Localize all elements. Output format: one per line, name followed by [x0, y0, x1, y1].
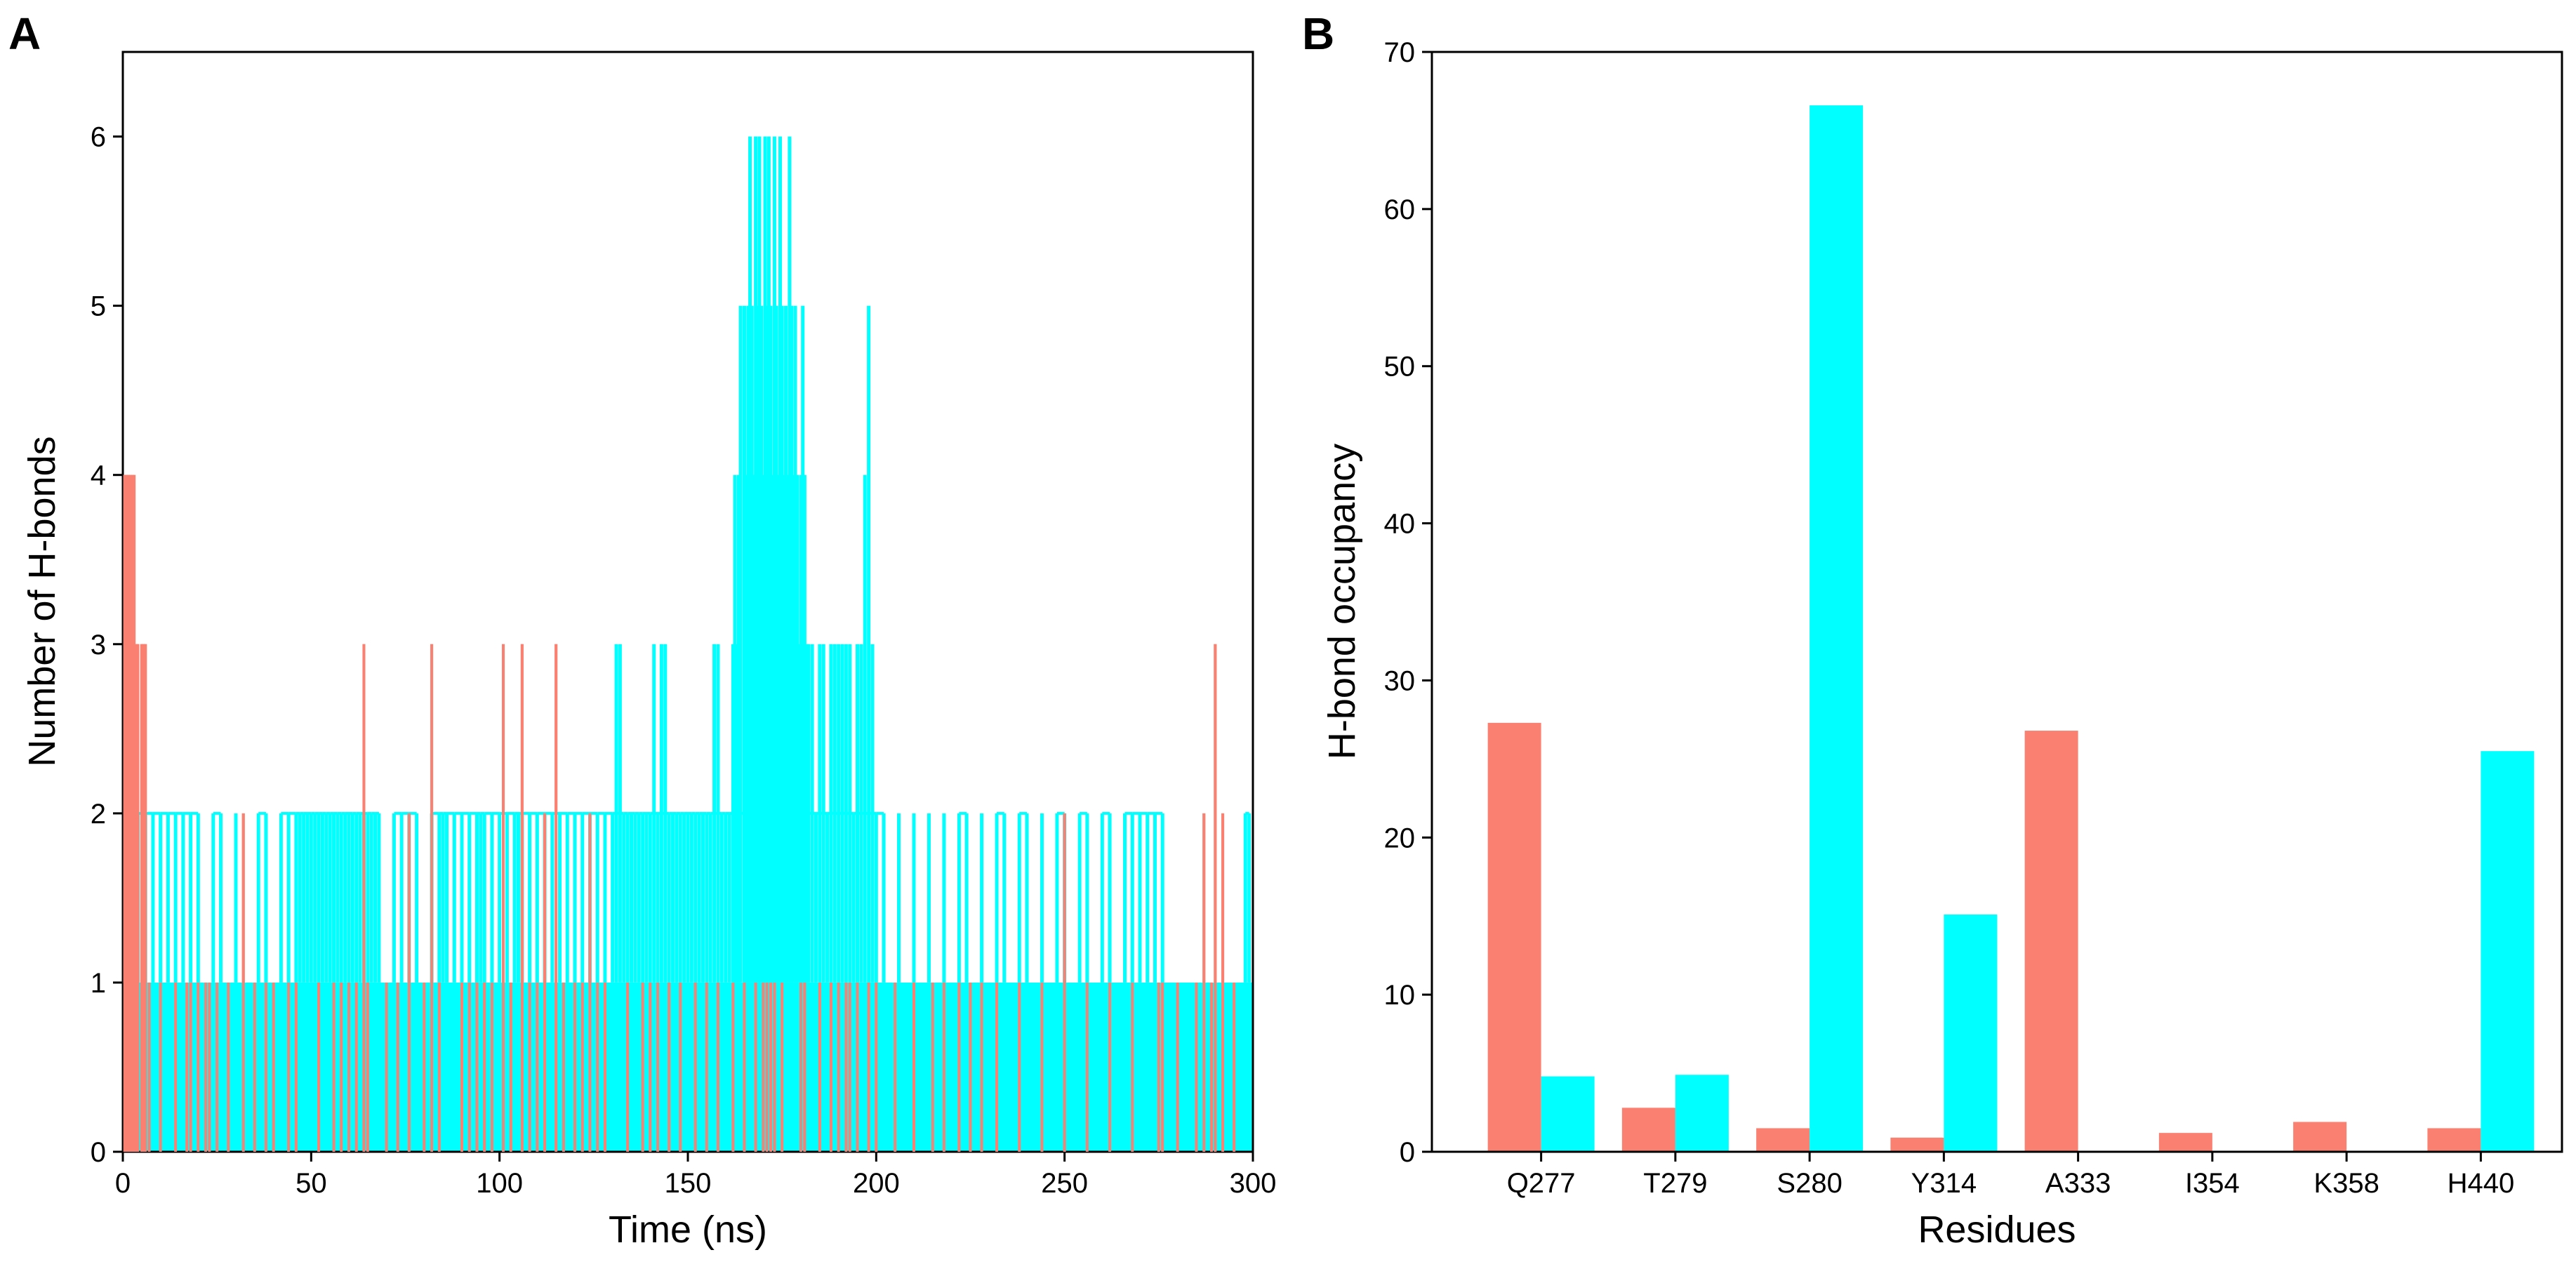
panel-a-x-ticks: 0 50 100 150 200 250 300 [115, 1152, 1277, 1199]
panel-b-y-tick-label: 60 [1384, 194, 1416, 225]
panel-a-y-axis-label: Number of H-bonds [21, 436, 63, 766]
panel-a-y-tick-label: 3 [91, 630, 106, 660]
panel-b-x-tick-label: K358 [2313, 1168, 2379, 1199]
panel-a-y-tick-label: 5 [91, 291, 106, 322]
panel-a-y-tick-label: 1 [91, 968, 106, 999]
panel-b-x-tick-label: H440 [2448, 1168, 2515, 1199]
bar-cyan-h440 [2481, 751, 2535, 1152]
panel-a-y-tick-label: 0 [91, 1137, 106, 1168]
cyan-base-band [123, 982, 1253, 1152]
panel-b-letter: B [1302, 8, 1334, 59]
panel-b-bars [1487, 105, 2535, 1152]
panel-a-x-axis-label: Time (ns) [609, 1209, 767, 1251]
panel-a-y-tick-label: 2 [91, 799, 106, 830]
panel-a-line-chart: A 0 50 100 150 200 250 300 0 1 2 3 4 5 6 Time (ns) N… [8, 8, 1276, 1251]
panel-b-y-axis-label: H-bond occupancy [1321, 444, 1363, 759]
panel-b-x-tick-label: Y314 [1911, 1168, 1977, 1199]
bar-cyan-t279 [1675, 1075, 1729, 1152]
panel-b-y-ticks: 0 10 20 30 40 50 60 70 [1384, 37, 1432, 1168]
bar-cyan-q277 [1541, 1076, 1595, 1152]
bar-salmon-i354 [2158, 1133, 2212, 1152]
panel-a-x-tick-label: 100 [476, 1168, 523, 1199]
panel-a-x-tick-label: 50 [296, 1168, 327, 1199]
panel-b-x-tick-label: S280 [1777, 1168, 1842, 1199]
panel-b-y-tick-label: 40 [1384, 509, 1416, 540]
bar-salmon-a333 [2024, 731, 2078, 1152]
bar-cyan-s280 [1810, 105, 1864, 1152]
panel-b-x-tick-label: I354 [2185, 1168, 2240, 1199]
bar-salmon-q277 [1487, 722, 1541, 1152]
panel-b-x-tick-label: T279 [1643, 1168, 1707, 1199]
panel-a-x-tick-label: 0 [115, 1168, 131, 1199]
panel-a-y-tick-label: 6 [91, 122, 106, 153]
panel-a-cyan-series [123, 136, 1253, 1152]
panel-b-y-tick-label: 70 [1384, 37, 1416, 68]
panel-a-x-tick-label: 250 [1041, 1168, 1088, 1199]
panel-b-y-tick-label: 50 [1384, 352, 1416, 383]
panel-b-bar-chart: B Q277 T279 S280 Y314 A333 I354 K358 H440 0 10 20… [1302, 8, 2563, 1251]
panel-b-y-tick-label: 10 [1384, 980, 1416, 1011]
panel-a-x-tick-label: 200 [853, 1168, 900, 1199]
panel-b-x-tick-label: Q277 [1507, 1168, 1576, 1199]
panel-a-x-tick-label: 300 [1230, 1168, 1277, 1199]
panel-a-x-tick-label: 150 [665, 1168, 712, 1199]
bar-salmon-k358 [2293, 1122, 2347, 1152]
panel-a-salmon-series [123, 474, 1236, 1152]
bar-salmon-h440 [2427, 1128, 2481, 1152]
panel-b-x-axis-label: Residues [1918, 1209, 2076, 1251]
bar-salmon-s280 [1756, 1128, 1810, 1152]
bar-cyan-y314 [1944, 914, 1998, 1152]
panel-b-x-tick-label: A333 [2045, 1168, 2111, 1199]
bar-salmon-y314 [1890, 1137, 1944, 1152]
panel-b-y-tick-label: 30 [1384, 665, 1416, 696]
panel-a-letter: A [8, 8, 41, 59]
panel-a-y-ticks: 0 1 2 3 4 5 6 [91, 122, 123, 1168]
panel-b-y-tick-label: 0 [1400, 1137, 1415, 1168]
bar-salmon-t279 [1621, 1108, 1675, 1152]
panel-b-x-ticks: Q277 T279 S280 Y314 A333 I354 K358 H440 [1507, 1152, 2514, 1199]
panel-b-plot-frame [1430, 51, 2563, 1153]
panel-b-y-tick-label: 20 [1384, 823, 1416, 853]
panel-a-y-tick-label: 4 [91, 460, 106, 491]
